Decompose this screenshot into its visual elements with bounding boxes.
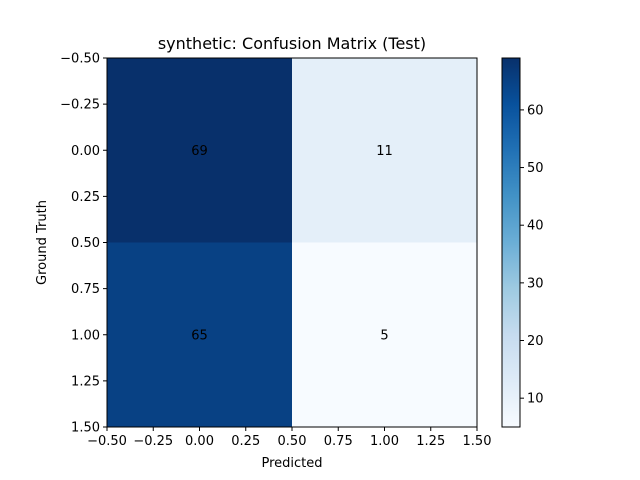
y-tick-label: 1.50 <box>71 421 100 436</box>
y-tick-label: 1.00 <box>71 328 100 343</box>
y-axis-label: Ground Truth <box>35 200 50 285</box>
x-tick-label: 1.50 <box>463 434 492 449</box>
y-tick-label: 0.00 <box>71 144 100 159</box>
cell-value-labels: 69 11 65 5 <box>191 144 393 344</box>
cell-value-label: 11 <box>376 144 393 159</box>
colorbar-tick-label: 20 <box>527 334 544 349</box>
colorbar-tick-label: 30 <box>527 276 544 291</box>
x-axis-label: Predicted <box>261 456 322 471</box>
heatmap-cell <box>292 58 477 243</box>
x-axis-ticks: −0.50 −0.25 0.00 0.25 0.50 0.75 1.00 1.25 1.50 <box>87 427 491 449</box>
cell-value-label: 69 <box>191 144 208 159</box>
colorbar-tick-label: 60 <box>527 103 544 118</box>
x-tick-label: −0.50 <box>87 434 127 449</box>
colorbar-tick-label: 10 <box>527 392 544 407</box>
y-tick-label: −0.50 <box>60 52 100 67</box>
chart-title: synthetic: Confusion Matrix (Test) <box>158 34 426 53</box>
heatmap-cell <box>107 58 292 243</box>
colorbar-tick-label: 40 <box>527 219 544 234</box>
y-tick-label: 0.50 <box>71 236 100 251</box>
x-tick-label: −0.25 <box>133 434 173 449</box>
y-axis-ticks: −0.50 −0.25 0.00 0.25 0.50 0.75 1.00 1.25 1.50 <box>60 52 107 436</box>
colorbar-tick-label: 50 <box>527 161 544 176</box>
y-tick-label: 0.75 <box>71 282 100 297</box>
heatmap-cell <box>292 242 477 427</box>
x-tick-label: 1.00 <box>370 434 399 449</box>
y-tick-label: 1.25 <box>71 374 100 389</box>
y-tick-label: −0.25 <box>60 98 100 113</box>
colorbar-ticks: 10 20 30 40 50 60 <box>520 103 544 407</box>
y-tick-label: 0.25 <box>71 190 100 205</box>
cell-value-label: 5 <box>380 328 388 343</box>
colorbar <box>501 57 521 428</box>
cell-value-label: 65 <box>191 328 208 343</box>
x-tick-label: 1.25 <box>416 434 445 449</box>
x-tick-label: 0.25 <box>231 434 260 449</box>
x-tick-label: 0.50 <box>278 434 307 449</box>
x-tick-label: 0.00 <box>185 434 214 449</box>
x-tick-label: 0.75 <box>324 434 353 449</box>
heatmap-cells <box>107 58 477 427</box>
heatmap-cell <box>107 242 292 427</box>
